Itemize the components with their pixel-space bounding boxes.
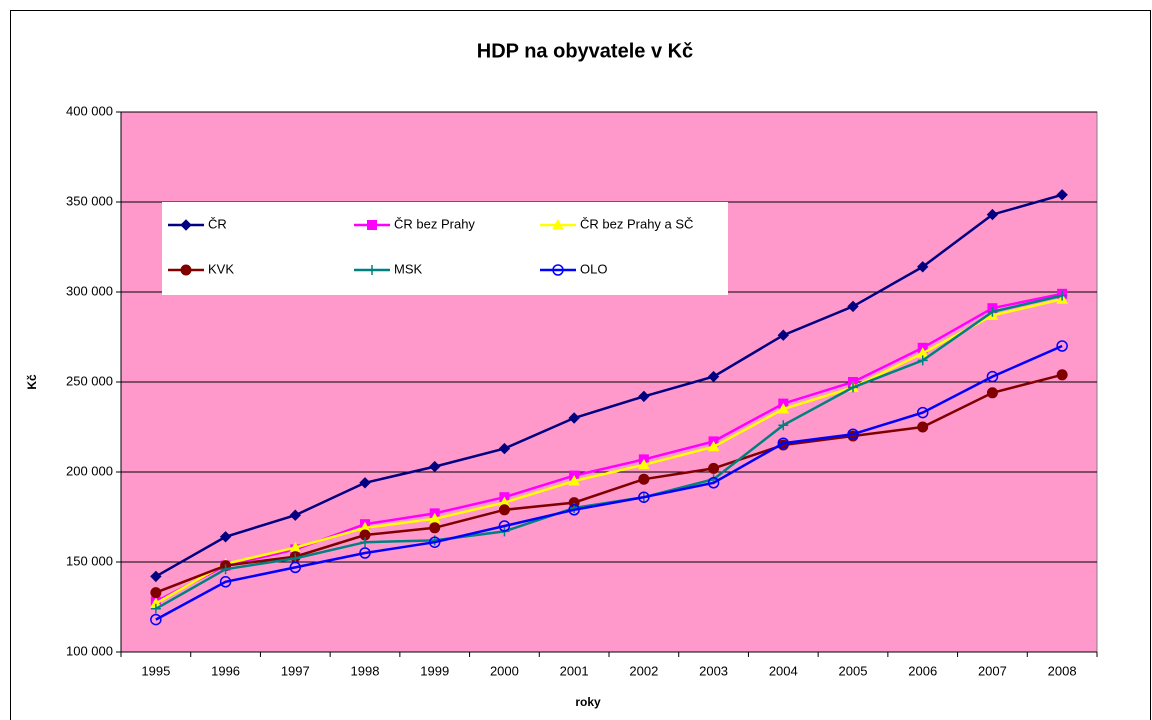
- x-tick-label: 1995: [141, 663, 170, 678]
- marker: [986, 387, 998, 399]
- x-tick-label: 2008: [1048, 663, 1077, 678]
- marker: [359, 547, 371, 559]
- x-tick-label: 2001: [560, 663, 589, 678]
- legend-marker: [552, 218, 564, 230]
- marker: [987, 306, 998, 317]
- marker: [1056, 340, 1068, 352]
- marker: [777, 329, 789, 341]
- marker: [916, 406, 929, 419]
- marker: [707, 370, 720, 383]
- marker: [638, 473, 650, 485]
- marker: [707, 477, 720, 489]
- marker: [778, 420, 789, 431]
- x-axis-label: roky: [575, 695, 601, 709]
- marker: [219, 576, 232, 588]
- marker: [847, 300, 859, 313]
- x-tick-label: 1997: [281, 663, 310, 678]
- y-tick-label: 250 000: [66, 373, 113, 388]
- x-tick-label: 1998: [351, 663, 380, 678]
- marker: [428, 536, 441, 548]
- marker: [1056, 189, 1068, 201]
- y-tick-label: 150 000: [66, 553, 113, 568]
- legend-label: ČR: [208, 216, 227, 231]
- marker: [150, 587, 162, 599]
- marker: [498, 442, 511, 455]
- marker: [777, 437, 790, 449]
- x-tick-label: 2003: [699, 663, 728, 678]
- legend-marker: [367, 220, 377, 230]
- marker: [848, 382, 858, 393]
- marker: [220, 564, 231, 575]
- x-tick-label: 2004: [769, 663, 798, 678]
- x-tick-label: 2007: [978, 663, 1007, 678]
- marker: [1056, 369, 1068, 381]
- y-tick-label: 350 000: [66, 193, 113, 208]
- legend-label: ČR bez Prahy: [394, 216, 475, 231]
- chart-title: HDP na obyvatele v Kč: [477, 40, 693, 62]
- x-tick-label: 1996: [211, 663, 240, 678]
- marker: [777, 402, 790, 414]
- y-tick-label: 300 000: [66, 283, 113, 298]
- series-line: [155, 373, 1063, 594]
- marker: [150, 570, 162, 583]
- legend: [162, 202, 728, 295]
- marker: [359, 477, 371, 489]
- marker: [638, 458, 650, 470]
- legend-label: OLO: [580, 261, 607, 276]
- x-tick-label: 1999: [420, 663, 449, 678]
- marker: [568, 504, 580, 516]
- marker: [568, 474, 580, 486]
- x-tick-label: 2002: [629, 663, 658, 678]
- legend-label: MSK: [394, 261, 423, 276]
- marker: [568, 412, 580, 424]
- marker: [429, 460, 441, 473]
- marker: [150, 603, 161, 614]
- legend-marker: [180, 219, 192, 231]
- x-tick-label: 2006: [908, 663, 937, 678]
- marker: [917, 421, 929, 433]
- y-tick-label: 400 000: [66, 103, 113, 118]
- legend-marker: [552, 264, 564, 276]
- marker: [708, 462, 720, 474]
- marker: [917, 261, 929, 273]
- marker: [638, 491, 650, 503]
- marker: [289, 509, 301, 521]
- marker: [289, 561, 302, 574]
- marker: [498, 504, 510, 516]
- marker: [498, 520, 511, 532]
- series-line: [155, 193, 1063, 578]
- series-line: [155, 297, 1063, 605]
- marker: [986, 208, 999, 221]
- marker: [219, 531, 232, 543]
- marker: [1057, 290, 1068, 301]
- marker: [707, 440, 720, 452]
- marker: [638, 390, 650, 403]
- y-axis-label: Kč: [25, 374, 39, 390]
- x-tick-label: 2005: [839, 663, 868, 678]
- legend-label: ČR bez Prahy a SČ: [580, 216, 693, 231]
- y-tick-label: 200 000: [66, 463, 113, 478]
- legend-label: KVK: [208, 261, 234, 276]
- marker: [429, 522, 441, 534]
- marker: [150, 613, 162, 626]
- x-tick-label: 2000: [490, 663, 519, 678]
- legend-marker: [180, 264, 192, 276]
- marker: [847, 428, 859, 440]
- marker: [986, 370, 999, 383]
- marker: [917, 355, 928, 366]
- legend-marker: [367, 265, 377, 275]
- y-tick-label: 100 000: [66, 643, 113, 658]
- series-line: [155, 344, 1063, 621]
- marker: [360, 537, 370, 548]
